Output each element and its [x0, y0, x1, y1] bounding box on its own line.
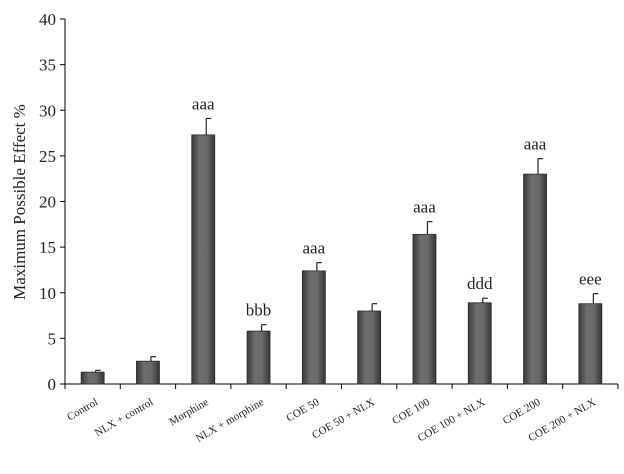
- bar: [357, 310, 382, 385]
- bar: [467, 302, 492, 385]
- x-tick-label: COE 200: [501, 396, 543, 427]
- bar: [191, 134, 216, 385]
- y-tick-label: 30: [39, 101, 56, 120]
- y-tick-label: 0: [48, 375, 57, 394]
- y-tick-label: 20: [39, 193, 56, 212]
- significance-label: aaa: [413, 198, 436, 217]
- significance-label: bbb: [246, 301, 272, 320]
- y-tick-label: 25: [39, 147, 56, 166]
- x-tick-label: NLX + control: [93, 396, 156, 439]
- bar: [80, 371, 105, 385]
- bar: [412, 233, 437, 385]
- significance-label: aaa: [303, 239, 326, 258]
- significance-label: aaa: [524, 135, 547, 154]
- significance-label: eee: [579, 270, 602, 289]
- y-tick-label: 35: [39, 56, 56, 75]
- y-axis-label: Maximum Possible Effect %: [10, 104, 29, 300]
- bar: [246, 330, 271, 385]
- bar: [578, 303, 603, 385]
- x-tick-label: COE 100: [390, 396, 432, 427]
- significance-label: aaa: [192, 94, 215, 113]
- x-tick-label: Morphine: [167, 396, 211, 428]
- x-tick-label: COE 50 + NLX: [310, 396, 377, 441]
- x-tick-label: Control: [65, 396, 100, 423]
- bar: [301, 270, 326, 385]
- significance-label: ddd: [467, 274, 493, 293]
- bar: [136, 360, 160, 385]
- y-tick-label: 40: [39, 10, 56, 29]
- y-tick-label: 10: [39, 284, 56, 303]
- x-tick-label: COE 50: [284, 396, 321, 425]
- y-tick-label: 15: [39, 238, 56, 257]
- y-tick-label: 5: [48, 329, 57, 348]
- bar: [523, 173, 547, 385]
